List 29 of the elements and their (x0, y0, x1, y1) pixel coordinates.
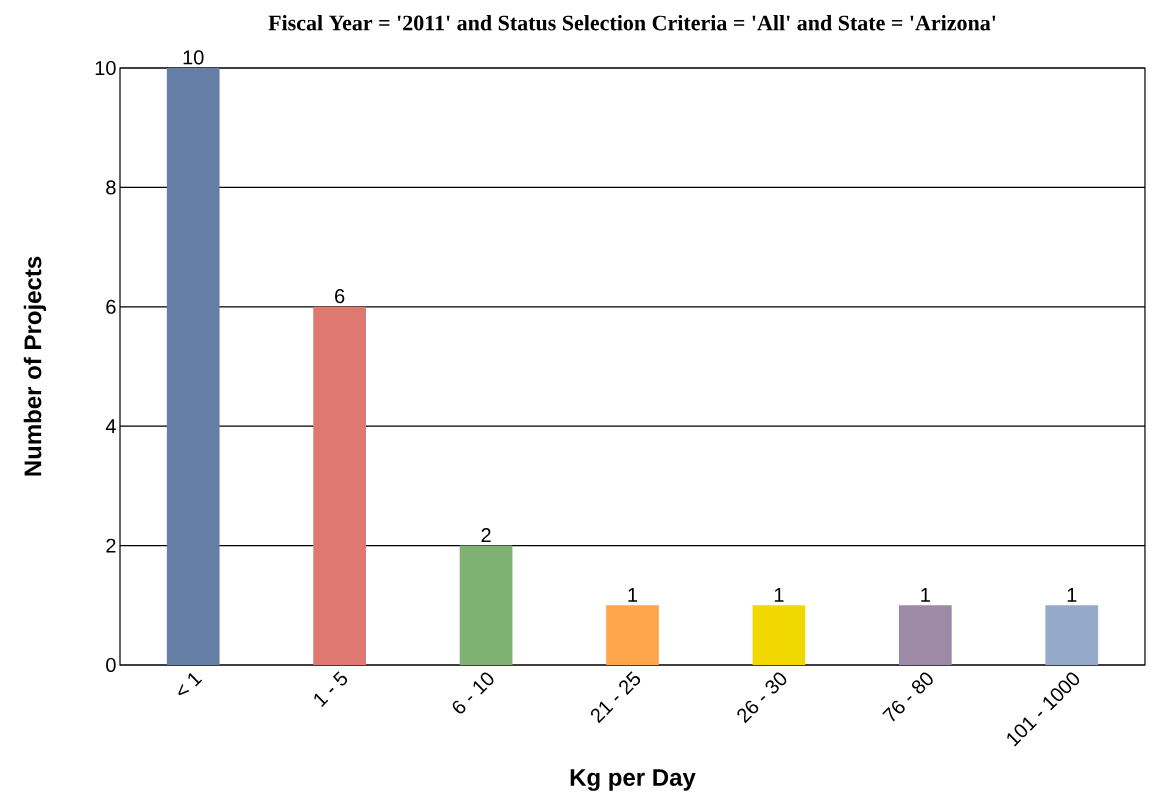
data-label: 1 (628, 588, 638, 602)
y-tick-label: 2 (106, 538, 116, 553)
x-tick-label: 6 - 10 (452, 672, 494, 714)
bar (898, 605, 952, 665)
y-axis-title: Number of Projects (23, 256, 47, 476)
bar (606, 605, 659, 665)
x-tick-label: < 1 (178, 673, 203, 696)
data-label: 2 (481, 528, 491, 543)
bar (313, 306, 366, 665)
y-tick-label: 10 (95, 60, 116, 76)
y-tick-label: 8 (106, 180, 116, 195)
data-label: 6 (335, 289, 345, 304)
x-tick-label: 26 - 30 (737, 672, 787, 724)
x-tick-label: 1 - 5 (314, 671, 348, 707)
x-tick-label: 76 - 80 (882, 672, 933, 722)
y-tick-label: 0 (106, 657, 116, 673)
bar (166, 68, 220, 665)
data-label: 1 (1067, 588, 1077, 602)
chart-title: Fiscal Year = '2011' and Status Selection Criteria = 'All' and State = 'Arizona' (268, 14, 996, 31)
y-tick-label: 4 (105, 419, 116, 434)
x-tick-label: 21 - 25 (590, 671, 641, 724)
data-label: 1 (921, 588, 930, 602)
data-label: 1 (774, 588, 784, 602)
bar (752, 605, 806, 665)
x-axis-title: Kg per Day (570, 769, 696, 791)
bar (1045, 605, 1099, 665)
bar (459, 545, 513, 665)
y-tick-label: 6 (106, 299, 116, 314)
data-label: 10 (183, 50, 204, 65)
